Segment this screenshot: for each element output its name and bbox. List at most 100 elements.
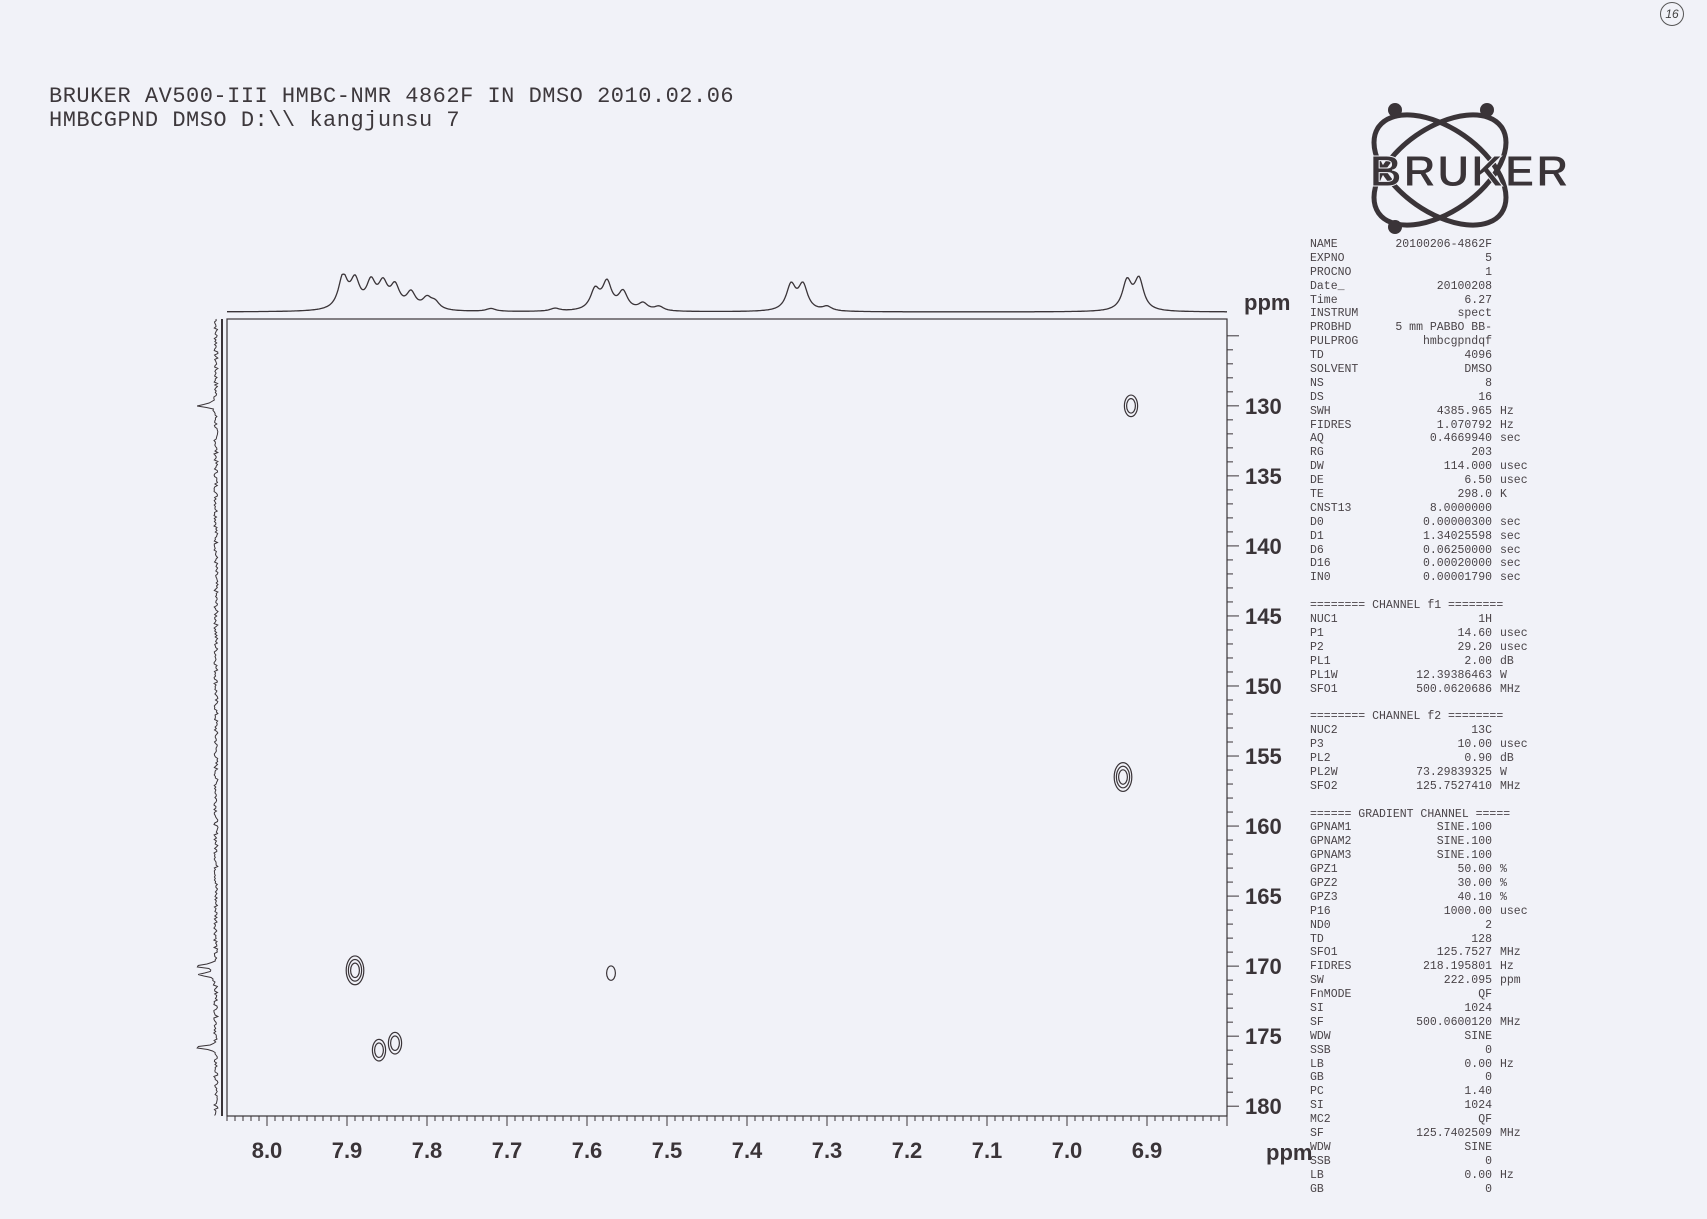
section-title: ====== GRADIENT CHANNEL ===== xyxy=(1310,807,1511,821)
parameter-unit: Hz xyxy=(1500,960,1514,974)
cross-peak xyxy=(345,955,365,986)
contour-level xyxy=(1125,398,1136,414)
cross-peak xyxy=(1113,762,1133,793)
contour-level xyxy=(1117,769,1128,785)
parameter-value: 0 xyxy=(1485,1071,1492,1085)
parameter-name: GPNAM2 xyxy=(1310,835,1352,849)
parameter-unit: sec xyxy=(1500,571,1521,585)
parameter-name: P1 xyxy=(1310,626,1324,640)
parameter-row: D16 0.00020000 sec xyxy=(1310,557,1550,571)
parameter-unit: % xyxy=(1500,863,1507,877)
parameter-value: 1 xyxy=(1485,265,1492,279)
parameter-row: NUC1 1H xyxy=(1310,613,1550,627)
parameter-value: SINE.100 xyxy=(1436,849,1492,863)
parameter-value: 5 mm PABBO BB- xyxy=(1395,321,1492,335)
parameter-value: 222.095 xyxy=(1443,974,1492,988)
parameter-unit: MHz xyxy=(1500,946,1521,960)
parameter-unit: W xyxy=(1500,765,1507,779)
parameter-value: 0 xyxy=(1485,1182,1492,1196)
x-tick-label: 7.7 xyxy=(492,1138,523,1163)
parameter-name: LB xyxy=(1310,1057,1324,1071)
parameter-row: GPZ2 30.00% xyxy=(1310,877,1550,891)
parameter-unit: dB xyxy=(1500,751,1514,765)
y-tick-label: 135 xyxy=(1245,464,1282,489)
parameter-name: IN0 xyxy=(1310,571,1331,585)
parameter-unit: Hz xyxy=(1500,404,1514,418)
parameter-name: GPZ2 xyxy=(1310,876,1338,890)
parameter-row: RG 203 xyxy=(1310,446,1550,460)
parameter-name: DW xyxy=(1310,460,1324,474)
parameter-name: NS xyxy=(1310,376,1324,390)
parameter-row: SI 1024 xyxy=(1310,1002,1550,1016)
parameter-value: 125.7527410 xyxy=(1416,779,1492,793)
parameter-value: 29.20 xyxy=(1457,640,1492,654)
parameter-row: GB 0 xyxy=(1310,1183,1550,1197)
parameter-value: QF xyxy=(1478,988,1492,1002)
parameter-value: 4385.965 xyxy=(1436,404,1492,418)
cross-peak xyxy=(605,965,616,981)
parameter-value: 298.0 xyxy=(1457,488,1492,502)
parameter-unit: MHz xyxy=(1500,1015,1521,1029)
parameter-name: GPNAM3 xyxy=(1310,849,1352,863)
parameter-unit: ppm xyxy=(1500,974,1521,988)
parameter-value: 6.27 xyxy=(1464,293,1492,307)
parameter-value: 13C xyxy=(1471,724,1492,738)
parameter-unit: MHz xyxy=(1500,779,1521,793)
y-tick-label: 180 xyxy=(1245,1094,1282,1119)
parameter-row: GPNAM1 SINE.100 xyxy=(1310,821,1550,835)
parameter-unit: usec xyxy=(1500,626,1528,640)
parameter-unit: sec xyxy=(1500,557,1521,571)
parameter-name: GPZ3 xyxy=(1310,890,1338,904)
contour-level xyxy=(605,965,616,981)
parameter-row: ND0 2 xyxy=(1310,919,1550,933)
parameter-value: 0.00000300 xyxy=(1422,515,1492,529)
x-tick-label: 7.8 xyxy=(412,1138,443,1163)
parameter-name: SF xyxy=(1310,1127,1324,1140)
parameter-name: WDW xyxy=(1310,1029,1331,1043)
parameter-value: hmbcgpndqf xyxy=(1422,335,1492,349)
x-tick-label: 7.3 xyxy=(812,1138,843,1163)
parameter-name: SFO1 xyxy=(1310,682,1338,696)
parameter-value: 2 xyxy=(1485,918,1492,932)
parameter-row: IN0 0.00001790 sec xyxy=(1310,571,1550,585)
parameter-value: 218.195801 xyxy=(1422,960,1492,974)
parameter-value: 1.070792 xyxy=(1436,418,1492,432)
spectrum-title-line1: BRUKER AV500-III HMBC-NMR 4862F IN DMSO … xyxy=(49,84,735,109)
parameter-unit: usec xyxy=(1500,640,1528,654)
parameter-value: SINE xyxy=(1464,1140,1492,1154)
parameter-row: FIDRES 1.070792 Hz xyxy=(1310,419,1550,433)
parameter-row: FnMODE QF xyxy=(1310,988,1550,1002)
spectrum-title-line2: HMBCGPND DMSO D:\\ kangjunsu 7 xyxy=(49,108,461,133)
parameter-row: SOLVENT DMSO xyxy=(1310,363,1550,377)
parameter-name: SSB xyxy=(1310,1043,1331,1057)
parameter-value: DMSO xyxy=(1464,363,1492,377)
parameter-name: EXPNO xyxy=(1310,251,1345,265)
parameter-unit: % xyxy=(1500,890,1507,904)
parameter-value: 20100208 xyxy=(1436,279,1492,293)
parameter-name: PC xyxy=(1310,1085,1324,1099)
parameter-row: PL1W 12.39386463 W xyxy=(1310,669,1550,683)
parameter-name: MC2 xyxy=(1310,1113,1331,1127)
parameter-unit: K xyxy=(1500,488,1507,502)
svg-text:BRUKER: BRUKER xyxy=(1370,147,1570,196)
parameter-name: CNST13 xyxy=(1310,501,1352,515)
parameter-row: FIDRES 218.195801 Hz xyxy=(1310,960,1550,974)
y-tick-label: 140 xyxy=(1245,534,1282,559)
x-tick-label: 7.2 xyxy=(892,1138,923,1163)
page-number: 16 xyxy=(1660,2,1684,26)
parameter-value: 500.0620686 xyxy=(1416,682,1492,696)
parameter-name: WDW xyxy=(1310,1140,1331,1154)
y-tick-label: 170 xyxy=(1245,954,1282,979)
parameter-row: PROBHD 5 mm PABBO BB- xyxy=(1310,321,1550,335)
parameter-value: 1.34025598 xyxy=(1422,529,1492,543)
x-tick-label: 7.1 xyxy=(972,1138,1003,1163)
parameter-row: Date_ 20100208 xyxy=(1310,280,1550,294)
section-title: ======== CHANNEL f2 ======== xyxy=(1310,710,1504,724)
parameter-value: 8 xyxy=(1485,376,1492,390)
x-tick-label: 7.4 xyxy=(732,1138,763,1163)
parameter-row: P1 14.60 usec xyxy=(1310,627,1550,641)
parameter-row: PC 1.40 xyxy=(1310,1085,1550,1099)
parameter-unit: sec xyxy=(1500,529,1521,543)
contour-level xyxy=(1123,394,1139,418)
parameter-value: 203 xyxy=(1471,446,1492,460)
